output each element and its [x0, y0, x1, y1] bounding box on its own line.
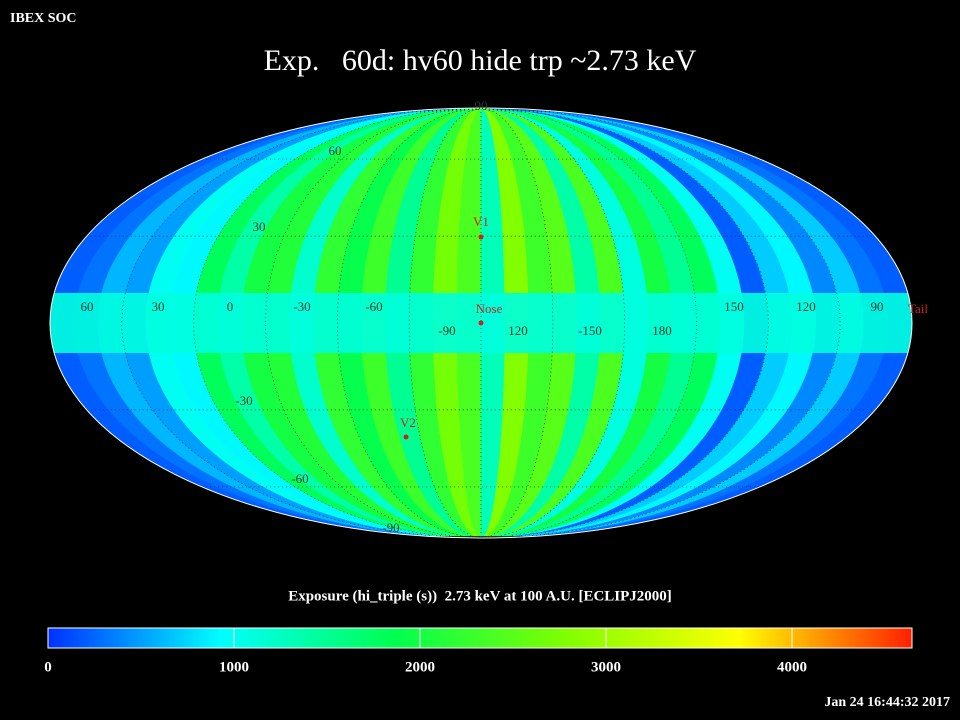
- longitude-label: -30: [293, 299, 310, 314]
- marker-label: V2: [400, 415, 416, 430]
- meridian: [480, 108, 697, 537]
- meridian: [193, 108, 482, 537]
- marker-label: Tail: [908, 301, 928, 316]
- latitude-label: 60: [329, 143, 342, 158]
- colorbar-tick-label: 2000: [405, 659, 435, 675]
- longitude-label: 180: [652, 323, 672, 338]
- longitude-label: 0: [227, 299, 234, 314]
- latitude-label: -30: [235, 393, 252, 408]
- timestamp: Jan 24 16:44:32 2017: [824, 695, 950, 710]
- longitude-label: -60: [365, 299, 382, 314]
- map-outline: [49, 107, 913, 539]
- marker-dot: [403, 434, 409, 440]
- meridian: [265, 108, 482, 537]
- longitude-label: 90: [871, 299, 884, 314]
- title: Exp. 60d: hv60 hide trp ~2.73 keV: [264, 44, 697, 77]
- colorbar: [47, 627, 913, 649]
- meridian: [121, 108, 482, 537]
- marker-dot: [478, 234, 484, 240]
- longitude-label: 30: [152, 299, 165, 314]
- colorbar-title: Exposure (hi_triple (s)) 2.73 keV at 100…: [288, 588, 672, 604]
- meridian: [336, 108, 482, 537]
- marker-label: Nose: [476, 301, 503, 316]
- latitude-label: 30: [253, 219, 266, 234]
- longitude-label: 60: [81, 299, 94, 314]
- longitude-label: -90: [438, 323, 455, 338]
- latitude-label: -60: [291, 471, 308, 486]
- longitude-label: -150: [578, 323, 602, 338]
- meridian: [480, 108, 841, 537]
- longitude-label: 120: [796, 299, 816, 314]
- meridian: [480, 108, 626, 537]
- header: IBEX SOC: [10, 11, 77, 26]
- latitude-label: -90: [382, 520, 399, 535]
- latitude-label: 90: [475, 98, 488, 113]
- colorbar-tick-label: 4000: [777, 659, 807, 675]
- colorbar-tick-label: 3000: [591, 659, 621, 675]
- meridian: [480, 108, 769, 537]
- colorbar-tick-label: 1000: [219, 659, 249, 675]
- marker-dot: [478, 320, 484, 326]
- colorbar-tick-label: 0: [44, 659, 52, 675]
- longitude-label: 120: [508, 323, 528, 338]
- sky-map: [50, 108, 912, 537]
- marker-label: V1: [473, 214, 489, 229]
- longitude-label: 150: [724, 299, 744, 314]
